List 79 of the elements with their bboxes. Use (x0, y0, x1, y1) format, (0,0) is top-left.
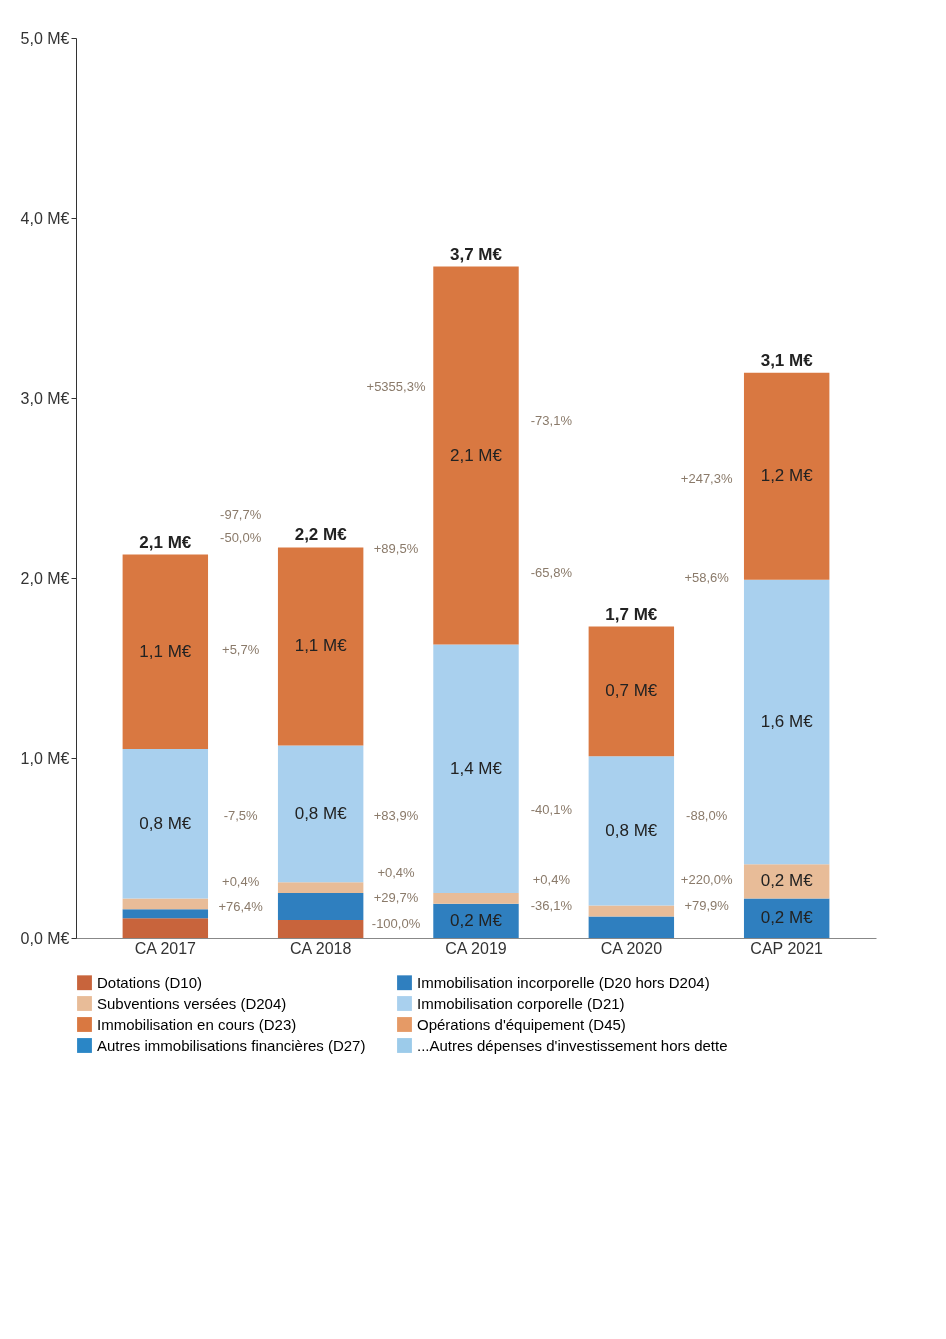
bar (277, 882, 364, 893)
legend-label: Immobilisation corporelle (D21) (417, 994, 625, 1012)
annotation: -97,7% (220, 507, 262, 522)
data-label: 1,1 M€ (294, 636, 348, 656)
legend-label: Opérations d'équipement (D45) (417, 1015, 626, 1033)
data-label: 1,6 M€ (760, 712, 814, 731)
bar (277, 745, 364, 883)
annotation: +0,4% (532, 872, 571, 888)
bar (433, 644, 519, 893)
bar (588, 916, 675, 938)
bar (122, 918, 209, 938)
data-label: 1,1 M€ (139, 641, 192, 661)
y-tick-label: 2,0 M€ (20, 569, 70, 587)
y-tick-label: 0,0 M€ (20, 929, 70, 947)
y-tick-label: 1,0 M€ (20, 749, 70, 767)
annotation: +29,7% (373, 890, 419, 906)
annotation: +0,4% (222, 874, 260, 890)
annotation: +79,9% (684, 897, 730, 913)
data-label: 0,8 M€ (605, 820, 658, 840)
annotation: -50,0% (220, 530, 262, 546)
legend-label: Dotations (D10) (97, 973, 203, 991)
total-label: 3,1 M€ (760, 350, 814, 370)
y-tick-label: 5,0 M€ (20, 29, 70, 47)
annotation: -36,1% (530, 897, 573, 913)
total-label: 3,7 M€ (450, 244, 503, 264)
annotation: +5355,3% (366, 379, 426, 395)
bar (122, 898, 209, 910)
annotation: +220,0% (680, 872, 733, 888)
total-label: 2,2 M€ (294, 525, 348, 545)
annotation: -100,0% (371, 915, 421, 931)
bar (588, 905, 675, 917)
bar (433, 266, 519, 645)
annotation: -88,0% (686, 807, 728, 823)
data-label: 0,7 M€ (605, 681, 658, 701)
annotation: -73,1% (530, 413, 573, 429)
data-label: 0,8 M€ (294, 803, 348, 823)
data-label: 1,4 M€ (450, 758, 503, 778)
bar (122, 909, 209, 919)
y-tick-label: 3,0 M€ (20, 389, 70, 407)
bar (743, 372, 830, 580)
bar (433, 893, 519, 904)
bar (277, 893, 364, 920)
data-label: 2,1 M€ (450, 445, 503, 465)
annotation: +76,4% (218, 899, 264, 915)
data-label: 1,2 M€ (760, 466, 814, 486)
y-tick-label: 4,0 M€ (20, 209, 70, 227)
legend-label: Autres immobilisations financières (D27) (97, 1036, 366, 1054)
annotation: +89,5% (373, 541, 419, 557)
bar (743, 579, 830, 865)
bar (588, 756, 675, 906)
annotation: +0,4% (377, 865, 416, 881)
annotation: +5,7% (222, 642, 260, 657)
bar (588, 626, 675, 757)
annotation: +83,9% (373, 807, 419, 823)
bar (277, 547, 364, 746)
data-label: 0,8 M€ (139, 813, 192, 833)
x-tick-label: CA 2020 (600, 939, 663, 957)
total-label: 1,7 M€ (605, 604, 658, 624)
bar (122, 749, 209, 899)
legend-label: Immobilisation incorporelle (D20 hors D204) (417, 973, 710, 991)
annotation: -40,1% (530, 802, 573, 818)
annotation: +58,6% (684, 570, 730, 585)
data-label: 0,2 M€ (450, 910, 503, 930)
annotation: +247,3% (680, 471, 733, 486)
legend-label: Immobilisation en cours (D23) (97, 1015, 297, 1033)
bar (122, 554, 209, 749)
total-label: 2,1 M€ (139, 532, 192, 552)
x-tick-label: CAP 2021 (750, 939, 824, 957)
x-tick-label: CA 2019 (445, 939, 507, 957)
legend-label: ...Autres dépenses d'investissement hors dette (417, 1036, 728, 1054)
annotation: -7,5% (223, 807, 259, 823)
x-tick-label: CA 2018 (289, 939, 352, 957)
annotation: -65,8% (530, 564, 573, 580)
x-tick-label: CA 2017 (134, 939, 197, 957)
legend-label: Subventions versées (D204) (97, 994, 287, 1012)
data-label: 0,2 M€ (760, 871, 814, 891)
data-label: 0,2 M€ (760, 908, 814, 928)
bar (277, 920, 364, 938)
bar (743, 898, 830, 938)
